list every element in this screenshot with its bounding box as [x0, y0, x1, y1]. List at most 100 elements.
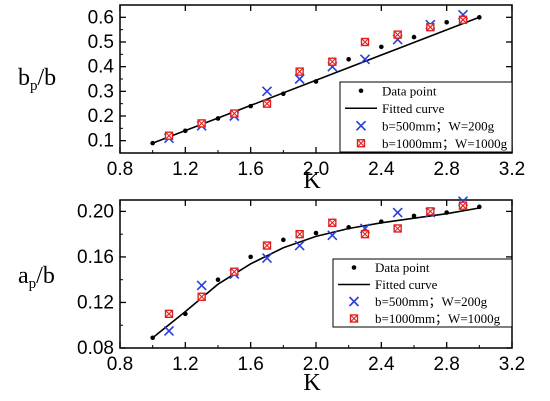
data-point-marker: [327, 230, 338, 241]
legend-marker-swatch: [355, 120, 367, 131]
data-point-marker-cross: [263, 99, 271, 108]
y-tick-label: 0.12: [77, 292, 114, 313]
data-point-marker: [360, 37, 370, 47]
series-line: [152, 207, 480, 339]
y-tick-label: 0.3: [88, 81, 114, 102]
legend-marker-swatch-cross: [350, 314, 358, 323]
fitted-curve-line: [152, 16, 480, 144]
data-point-marker: [359, 54, 371, 65]
x-tick-label: 2.8: [433, 159, 459, 180]
x-tick-label: 0.8: [107, 159, 133, 180]
data-point-marker: [411, 213, 417, 219]
data-point-marker-cross: [197, 292, 206, 301]
data-point-marker-cross: [426, 23, 435, 32]
data-point-marker: [346, 56, 351, 62]
x-tick-label: 3.2: [499, 159, 525, 180]
legend-entry-label: Fitted curve: [382, 101, 445, 116]
data-point-marker: [295, 229, 304, 239]
data-point-marker: [196, 280, 207, 291]
chart-panel-1: 0.8 1.2 1.6 2.0 2.4 2.8 3.2 0.1 0.2 0.3 0.4 0.5 0.6 K…: [18, 4, 525, 194]
data-point-marker-cross: [295, 67, 304, 76]
x-tick-label: 2.4: [368, 159, 395, 180]
data-point-marker: [261, 252, 273, 264]
x-tick-label: 0.8: [107, 354, 133, 375]
data-point-marker-cross: [165, 131, 173, 140]
data-point-marker: [163, 325, 175, 336]
legend-entry-label: b=1000mm；W=1000g: [382, 136, 508, 152]
data-point-marker-cross: [197, 119, 206, 128]
data-point-marker: [444, 19, 449, 25]
series-square: [164, 201, 468, 319]
y-axis-label: bp/b: [18, 65, 56, 94]
data-point-marker: [393, 30, 402, 39]
legend-entry-label: b=1000mm；W=1000g: [375, 311, 501, 327]
legend-marker-swatch: [348, 296, 360, 307]
legend-entry-label: Data point: [382, 83, 437, 98]
x-axis-label: K: [303, 168, 321, 194]
series-line: [152, 16, 480, 144]
data-point-marker: [294, 73, 305, 85]
y-tick-label: 0.1: [88, 131, 114, 152]
data-point-marker: [328, 218, 337, 227]
data-point-marker-cross: [328, 57, 337, 66]
data-point-marker: [197, 292, 206, 301]
data-point-marker-cross: [459, 201, 467, 210]
legend-entry-label: b=500mm；W=200g: [382, 118, 495, 134]
x-tick-label: 1.2: [172, 159, 198, 180]
data-point-marker: [164, 309, 174, 319]
y-tick-label: 0.6: [88, 7, 114, 28]
y-tick-label: 0.16: [77, 247, 114, 268]
data-point-marker: [392, 207, 403, 218]
data-point-marker-cross: [361, 230, 369, 239]
data-point-marker: [295, 67, 304, 76]
fitted-curve-line: [152, 207, 480, 339]
data-point-marker-cross: [426, 207, 435, 216]
legend-entry-label: Data point: [375, 260, 430, 275]
y-axis-label: ap/b: [18, 263, 55, 292]
data-point-marker: [164, 131, 174, 140]
x-tick-label: 2.0: [303, 354, 329, 375]
y-tick-label: 0.5: [88, 32, 114, 53]
data-point-marker: [230, 109, 239, 118]
legend: Data point Fitted curve b=500mm；W=200gb=10…: [332, 258, 513, 328]
legend-marker-swatch: [349, 314, 359, 323]
legend-entry-label: Fitted curve: [375, 277, 438, 292]
chart-panel-2: 0.8 1.2 1.6 2.0 2.4 2.8 3.2 0.08 0.12 0.16 0.20 Kap…: [18, 196, 525, 396]
data-point-marker: [313, 230, 319, 236]
data-point-marker-cross: [459, 15, 467, 24]
legend-box: [332, 258, 513, 328]
legend-marker-swatch-cross: [357, 139, 365, 148]
data-point-marker: [248, 254, 253, 260]
data-point-marker-cross: [295, 230, 304, 239]
data-point-marker: [458, 15, 468, 24]
x-axis-label: K: [303, 370, 321, 396]
data-point-marker: [393, 224, 402, 233]
legend: Data point Fitted curve b=500mm；W=200g b=10…: [339, 81, 513, 153]
data-point-marker-cross: [230, 109, 239, 118]
data-point-marker: [281, 237, 286, 243]
x-tick-label: 1.6: [237, 354, 263, 375]
x-tick-label: 1.2: [172, 354, 198, 375]
data-point-marker-cross: [393, 224, 402, 233]
data-point-marker: [411, 34, 417, 40]
x-tick-label: 2.0: [303, 159, 329, 180]
legend-entry-label: b=500mm；W=200g: [375, 294, 488, 310]
data-point-marker-cross: [361, 38, 369, 46]
data-point-marker: [328, 57, 337, 66]
data-point-marker: [197, 119, 206, 128]
data-point-marker: [458, 201, 468, 210]
data-point-marker: [262, 99, 272, 108]
data-point-marker: [426, 23, 435, 32]
data-point-marker-cross: [328, 218, 337, 227]
data-point-marker-cross: [263, 241, 271, 250]
legend-marker-swatch: [358, 88, 364, 94]
legend-marker-swatch: [356, 139, 366, 148]
y-tick-label: 0.08: [77, 338, 114, 359]
data-point-marker: [426, 207, 435, 216]
data-point-marker: [215, 277, 221, 282]
data-point-marker: [261, 86, 273, 97]
x-tick-label: 2.8: [433, 354, 459, 375]
x-tick-label: 1.6: [237, 159, 263, 180]
y-tick-label: 0.2: [88, 106, 114, 127]
